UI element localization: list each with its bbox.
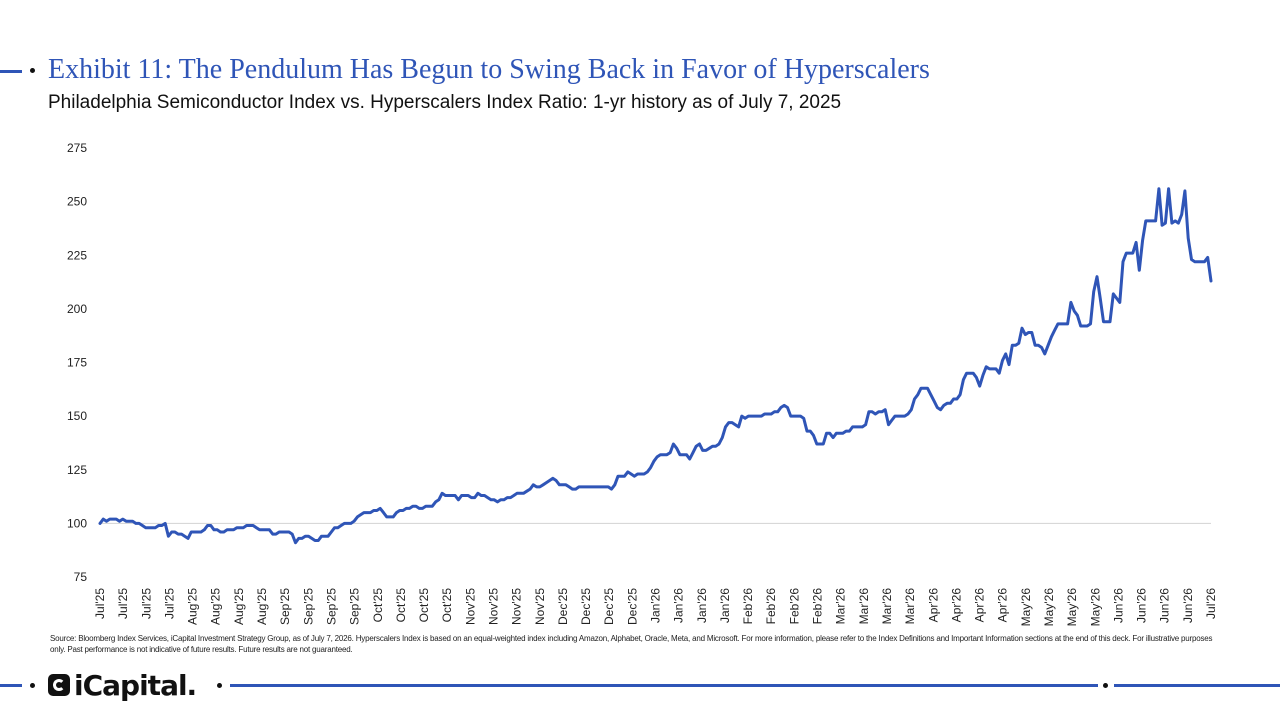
- series-group: [98, 187, 1213, 545]
- x-tick-label: Oct'25: [417, 588, 431, 623]
- x-tick-label: Mar'26: [857, 588, 871, 625]
- icapital-logo-icon: [48, 674, 70, 696]
- x-tick-label: Jun'26: [1135, 588, 1149, 623]
- x-tick-label: Sep'25: [324, 588, 338, 625]
- x-tick-label: May'26: [1042, 588, 1056, 627]
- x-tick-label: Aug'25: [255, 588, 269, 625]
- x-tick-label: Sep'25: [348, 588, 362, 625]
- x-tick-label: Oct'25: [371, 588, 385, 623]
- x-tick-label: Oct'25: [394, 588, 408, 623]
- x-tick-label: Apr'26: [973, 588, 987, 623]
- x-tick-label: Feb'26: [811, 588, 825, 625]
- x-axis: Jul'25 Jul'25 Jul'25 Jul'25 Aug'25 Aug'25 Aug'…: [93, 588, 1218, 627]
- x-tick-label: Nov'25: [486, 588, 500, 625]
- x-tick-label: Nov'25: [510, 588, 524, 625]
- top-left-dot: [30, 68, 35, 73]
- y-tick-label: 150: [67, 409, 87, 423]
- x-tick-label: Jul'25: [93, 588, 107, 619]
- x-tick-label: Jun'26: [1181, 588, 1195, 623]
- x-tick-label: Jun'26: [1158, 588, 1172, 623]
- y-tick-label: 175: [67, 356, 87, 370]
- x-tick-label: Jul'25: [162, 588, 176, 619]
- x-tick-label: Jan'26: [695, 588, 709, 623]
- company-logo: iCapital.: [48, 668, 197, 702]
- x-tick-label: Aug'25: [209, 588, 223, 625]
- y-tick-label: 275: [67, 141, 87, 155]
- x-tick-label: May'26: [1065, 588, 1079, 627]
- x-tick-label: Apr'26: [949, 588, 963, 623]
- x-tick-label: Dec'25: [625, 588, 639, 625]
- chart-subtitle: Philadelphia Semiconductor Index vs. Hyp…: [48, 92, 842, 113]
- x-tick-label: Sep'25: [301, 588, 315, 625]
- x-tick-label: May'26: [1019, 588, 1033, 627]
- x-tick-label: Jul'26: [1204, 588, 1218, 619]
- x-tick-label: Jul'25: [139, 588, 153, 619]
- x-tick-label: Oct'25: [440, 588, 454, 623]
- x-tick-label: Jul'25: [116, 588, 130, 619]
- y-axis: 75 100 125 150 175 200 225 250 275: [67, 141, 87, 584]
- top-left-dash: [0, 70, 22, 73]
- bottom-right-dot: [1103, 683, 1108, 688]
- x-tick-label: Mar'26: [834, 588, 848, 625]
- chart-title: Exhibit 11: The Pendulum Has Begun to Sw…: [48, 54, 930, 85]
- x-tick-label: Jan'26: [718, 588, 732, 623]
- y-tick-label: 200: [67, 302, 87, 316]
- x-tick-label: Dec'25: [556, 588, 570, 625]
- bottom-left-dot: [30, 683, 35, 688]
- x-tick-label: Feb'26: [741, 588, 755, 625]
- x-tick-label: Aug'25: [186, 588, 200, 625]
- y-tick-label: 125: [67, 463, 87, 477]
- y-tick-label: 100: [67, 516, 87, 530]
- y-tick-label: 225: [67, 248, 87, 262]
- x-tick-label: Dec'25: [579, 588, 593, 625]
- bottom-rule: [230, 684, 1098, 687]
- x-tick-label: Jan'26: [672, 588, 686, 623]
- bottom-left-dash: [0, 684, 22, 687]
- x-tick-label: May'26: [1088, 588, 1102, 627]
- bottom-right-rule: [1114, 684, 1280, 687]
- series-line-0: [98, 187, 1213, 545]
- x-tick-label: Aug'25: [232, 588, 246, 625]
- x-tick-label: Jan'26: [649, 588, 663, 623]
- x-tick-label: Apr'26: [926, 588, 940, 623]
- x-tick-label: Nov'25: [533, 588, 547, 625]
- source-note: Source: Bloomberg Index Services, iCapit…: [50, 634, 1213, 654]
- x-tick-label: Sep'25: [278, 588, 292, 625]
- x-tick-label: Jun'26: [1111, 588, 1125, 623]
- x-tick-label: Dec'25: [602, 588, 616, 625]
- x-tick-label: Mar'26: [880, 588, 894, 625]
- logo-text: iCapital.: [74, 668, 197, 702]
- y-tick-label: 75: [74, 570, 88, 584]
- x-tick-label: Apr'26: [996, 588, 1010, 623]
- x-tick-label: Nov'25: [463, 588, 477, 625]
- x-tick-label: Mar'26: [903, 588, 917, 625]
- x-tick-label: Feb'26: [764, 588, 778, 625]
- y-tick-label: 250: [67, 195, 87, 209]
- bottom-mid-dot: [217, 683, 222, 688]
- x-tick-label: Feb'26: [787, 588, 801, 625]
